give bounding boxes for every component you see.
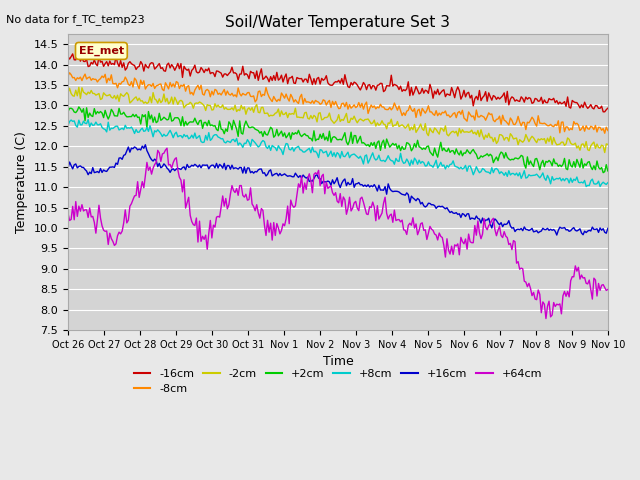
+8cm	[84, 117, 92, 122]
+8cm	[64, 122, 72, 128]
Line: +2cm: +2cm	[68, 107, 608, 173]
+64cm	[209, 222, 217, 228]
+64cm	[385, 216, 392, 222]
-8cm	[604, 128, 612, 133]
+2cm	[315, 136, 323, 142]
+64cm	[599, 282, 607, 288]
+2cm	[75, 104, 83, 110]
-8cm	[66, 70, 74, 76]
+2cm	[599, 170, 607, 176]
-16cm	[353, 82, 361, 88]
Y-axis label: Temperature (C): Temperature (C)	[15, 131, 28, 233]
+2cm	[385, 141, 392, 146]
-2cm	[582, 139, 590, 144]
+16cm	[553, 232, 561, 238]
+16cm	[584, 228, 591, 234]
-8cm	[353, 104, 361, 109]
Text: No data for f_TC_temp23: No data for f_TC_temp23	[6, 14, 145, 25]
-2cm	[64, 90, 72, 96]
X-axis label: Time: Time	[323, 355, 353, 369]
-2cm	[604, 142, 612, 147]
Line: -16cm: -16cm	[68, 54, 608, 112]
-16cm	[209, 70, 217, 76]
+2cm	[353, 140, 361, 146]
+2cm	[582, 163, 590, 168]
-16cm	[582, 103, 590, 109]
Legend: -16cm, -8cm, -2cm, +2cm, +8cm, +16cm, +64cm: -16cm, -8cm, -2cm, +2cm, +8cm, +16cm, +6…	[129, 364, 547, 399]
Line: +16cm: +16cm	[68, 145, 608, 235]
-2cm	[598, 142, 605, 148]
-16cm	[315, 74, 323, 80]
+8cm	[385, 153, 392, 158]
+2cm	[64, 108, 72, 114]
+64cm	[315, 168, 323, 173]
+2cm	[604, 168, 612, 174]
+8cm	[599, 180, 607, 185]
+8cm	[209, 133, 217, 139]
+16cm	[599, 226, 607, 231]
-8cm	[582, 123, 590, 129]
-16cm	[604, 105, 612, 111]
+16cm	[353, 181, 361, 187]
+16cm	[64, 165, 72, 171]
-8cm	[385, 107, 392, 112]
-2cm	[385, 120, 392, 126]
+64cm	[604, 287, 612, 292]
+64cm	[542, 316, 550, 322]
+8cm	[584, 182, 591, 188]
+16cm	[604, 226, 612, 231]
Title: Soil/Water Temperature Set 3: Soil/Water Temperature Set 3	[225, 15, 451, 30]
+8cm	[604, 180, 612, 186]
-2cm	[315, 110, 323, 116]
Line: +8cm: +8cm	[68, 120, 608, 187]
-8cm	[64, 73, 72, 79]
-2cm	[209, 107, 217, 112]
+16cm	[141, 142, 149, 148]
-16cm	[598, 103, 605, 109]
+64cm	[163, 145, 171, 151]
-16cm	[64, 54, 72, 60]
Line: -2cm: -2cm	[68, 87, 608, 153]
-16cm	[385, 83, 392, 89]
Line: +64cm: +64cm	[68, 148, 608, 319]
+8cm	[315, 155, 323, 160]
-8cm	[315, 99, 323, 105]
-8cm	[209, 92, 217, 98]
Line: -8cm: -8cm	[68, 73, 608, 133]
-8cm	[598, 127, 605, 133]
+64cm	[353, 205, 361, 211]
+64cm	[64, 211, 72, 216]
-16cm	[601, 109, 609, 115]
-16cm	[69, 51, 77, 57]
+16cm	[209, 162, 217, 168]
-2cm	[353, 120, 361, 126]
Text: EE_met: EE_met	[79, 46, 124, 56]
+64cm	[584, 281, 591, 287]
+16cm	[315, 175, 323, 181]
+2cm	[598, 165, 605, 170]
+8cm	[582, 184, 590, 190]
+16cm	[385, 181, 392, 187]
+2cm	[209, 123, 217, 129]
+8cm	[353, 154, 361, 160]
-2cm	[75, 84, 83, 90]
-2cm	[601, 150, 609, 156]
-8cm	[601, 131, 609, 136]
